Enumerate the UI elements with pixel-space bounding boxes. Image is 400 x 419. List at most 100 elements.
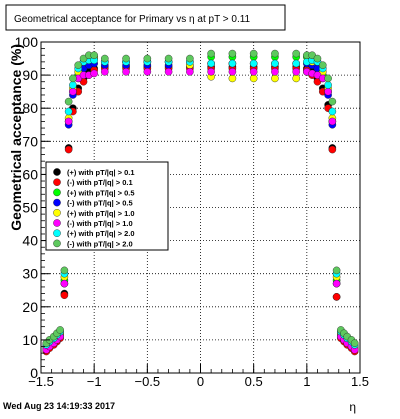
data-point bbox=[332, 293, 341, 301]
x-tick-label: 1.5 bbox=[351, 374, 369, 389]
y-tick-label: 60 bbox=[22, 166, 38, 182]
legend-frame bbox=[45, 161, 169, 251]
legend-marker bbox=[53, 188, 61, 197]
x-tick-label: −1 bbox=[87, 374, 102, 389]
data-point bbox=[60, 266, 69, 275]
x-tick-label: 0 bbox=[197, 374, 204, 389]
title-frame bbox=[5, 4, 286, 31]
data-point bbox=[207, 59, 215, 68]
data-point bbox=[69, 87, 77, 96]
title-box: Geometrical acceptance for Primary vs η … bbox=[5, 4, 286, 31]
data-point bbox=[271, 59, 279, 68]
data-point bbox=[249, 74, 258, 83]
x-tick-label: −0.5 bbox=[134, 374, 160, 389]
data-point bbox=[228, 59, 237, 68]
data-point bbox=[186, 67, 194, 76]
data-point bbox=[249, 59, 258, 68]
legend-marker bbox=[53, 219, 61, 227]
data-point bbox=[122, 67, 130, 76]
legend-label: (+) with pT/|q| > 0.5 bbox=[67, 188, 135, 197]
data-point bbox=[271, 49, 279, 58]
legend-label: (-) with pT/|q| > 2.0 bbox=[67, 239, 133, 248]
data-point bbox=[328, 145, 337, 154]
data-point bbox=[90, 51, 98, 60]
legend-marker bbox=[53, 178, 61, 186]
legend-label: (-) with pT/|q| > 0.5 bbox=[67, 199, 133, 208]
data-point bbox=[328, 97, 337, 106]
y-tick-label: 90 bbox=[22, 67, 38, 83]
legend-label: (+) with pT/|q| > 1.0 bbox=[67, 209, 135, 218]
y-tick-label: 20 bbox=[22, 299, 38, 315]
y-tick-label: 70 bbox=[22, 133, 38, 149]
data-point bbox=[207, 67, 215, 76]
y-tick-label: 80 bbox=[22, 100, 38, 116]
data-point bbox=[271, 74, 279, 83]
x-tick-label: 1 bbox=[303, 374, 310, 389]
data-point bbox=[228, 67, 237, 76]
data-point bbox=[292, 49, 301, 58]
legend-label: (+) with pT/|q| > 2.0 bbox=[67, 229, 135, 238]
y-tick-label: 30 bbox=[22, 266, 38, 282]
data-point bbox=[101, 54, 109, 63]
data-point bbox=[228, 74, 237, 83]
data-point bbox=[60, 279, 69, 288]
data-point bbox=[64, 117, 73, 126]
x-tick-label: 0.5 bbox=[245, 374, 263, 389]
legend-marker bbox=[53, 239, 61, 248]
y-tick-label: 10 bbox=[22, 332, 38, 348]
data-point bbox=[249, 67, 258, 76]
data-point bbox=[64, 107, 73, 116]
x-tick-label: −1.5 bbox=[28, 374, 54, 389]
data-point bbox=[64, 145, 73, 154]
y-axis-label: Geometrical acceptance (%) bbox=[8, 44, 24, 231]
data-point bbox=[143, 67, 152, 76]
data-point bbox=[56, 326, 64, 334]
data-point bbox=[101, 67, 109, 76]
data-point bbox=[332, 266, 341, 275]
data-point bbox=[164, 67, 173, 76]
legend-label: (-) with pT/|q| > 0.1 bbox=[67, 178, 133, 187]
series-group bbox=[42, 49, 359, 348]
y-tick-label: 50 bbox=[22, 200, 38, 216]
data-point bbox=[64, 97, 73, 106]
data-point bbox=[90, 69, 98, 78]
legend-marker bbox=[53, 208, 61, 217]
chart-title: Geometrical acceptance for Primary vs η … bbox=[14, 14, 251, 25]
data-point bbox=[324, 74, 332, 83]
data-point bbox=[74, 61, 83, 69]
data-point bbox=[249, 49, 258, 58]
data-point bbox=[69, 74, 77, 83]
legend: (+) with pT/|q| > 0.1(-) with pT/|q| > 0… bbox=[45, 161, 169, 251]
data-point bbox=[292, 67, 301, 76]
data-point bbox=[271, 67, 279, 76]
data-point bbox=[60, 291, 69, 300]
y-tick-label: 100 bbox=[15, 34, 39, 50]
data-point bbox=[228, 49, 237, 58]
data-point bbox=[122, 54, 130, 63]
data-point bbox=[164, 54, 173, 63]
data-point bbox=[69, 81, 77, 89]
data-point bbox=[328, 117, 337, 126]
y-tick-label: 0 bbox=[30, 365, 38, 381]
legend-marker bbox=[53, 168, 61, 176]
data-point bbox=[332, 279, 341, 288]
legend-marker bbox=[53, 198, 61, 207]
data-point bbox=[186, 54, 194, 63]
data-point bbox=[143, 54, 152, 63]
data-point bbox=[207, 49, 215, 58]
legend-label: (+) with pT/|q| > 0.1 bbox=[67, 168, 135, 177]
axes: −1.5 −1 −0.5 0 0.5 1 1.5 0 10 20 30 40 50 60 70 80 90 100 bbox=[15, 34, 369, 389]
data-point bbox=[313, 54, 322, 63]
data-point bbox=[350, 339, 359, 348]
legend-label: (-) with pT/|q| > 1.0 bbox=[67, 219, 133, 228]
legend-marker bbox=[53, 229, 61, 237]
data-markers bbox=[42, 49, 359, 356]
x-axis-label: η bbox=[349, 400, 356, 414]
y-tick-label: 40 bbox=[22, 233, 38, 249]
data-point bbox=[292, 74, 301, 83]
data-point bbox=[292, 59, 301, 68]
data-point bbox=[324, 87, 332, 96]
data-point bbox=[324, 81, 332, 89]
